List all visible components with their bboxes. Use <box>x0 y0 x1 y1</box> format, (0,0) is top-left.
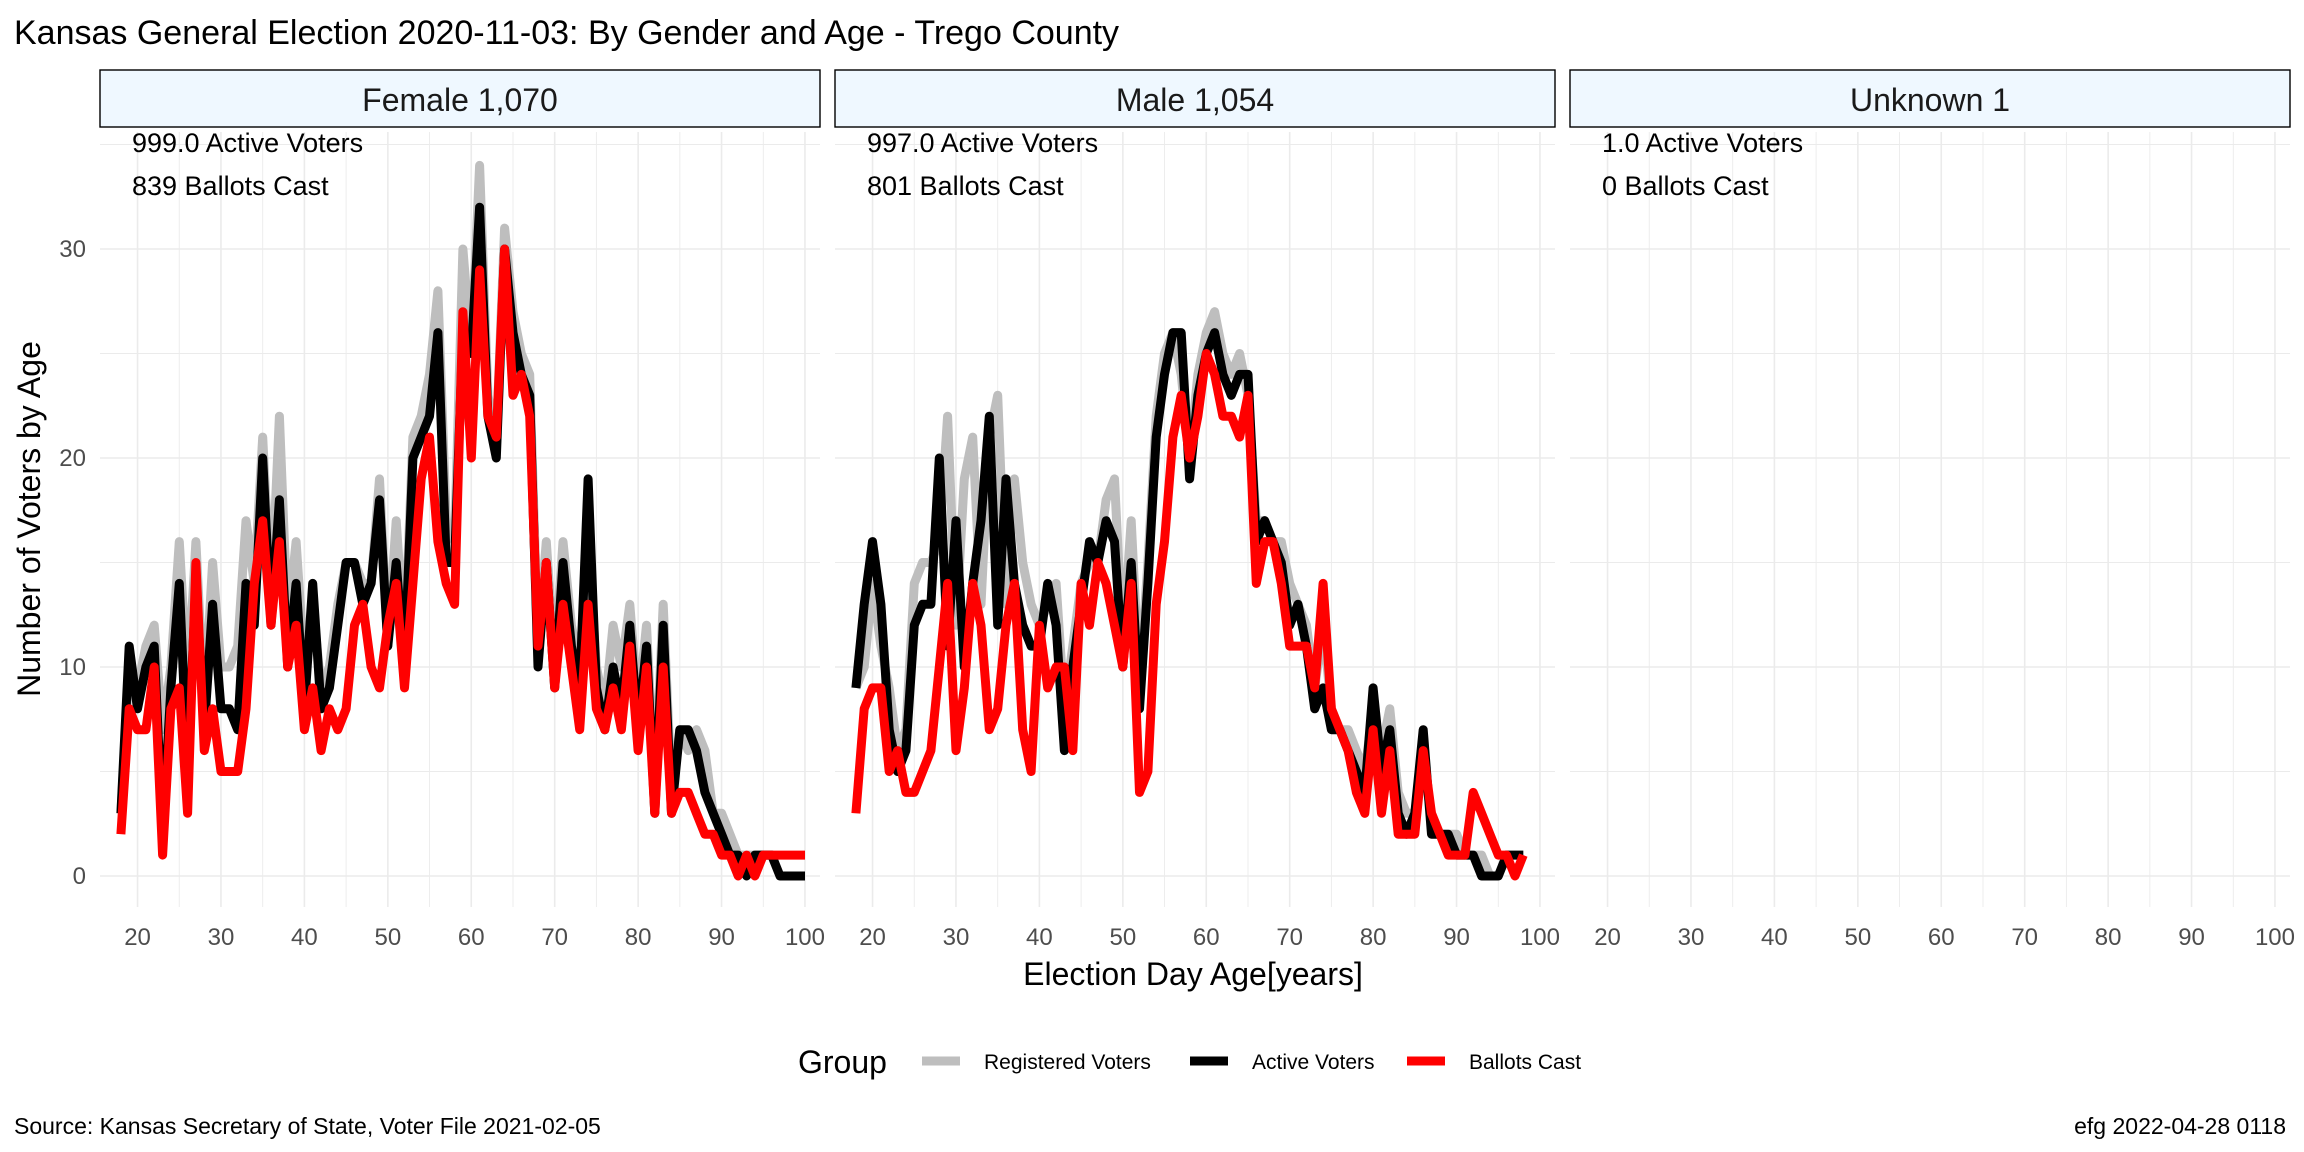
x-tick-label: 50 <box>374 924 401 951</box>
x-tick-label: 80 <box>2095 924 2122 951</box>
series-line-ballots-cast <box>851 349 1528 881</box>
panel-annotation-ballots: 801 Ballots Cast <box>867 171 1064 201</box>
panel-annotation-ballots: 0 Ballots Cast <box>1602 171 1769 201</box>
legend-title: Group <box>798 1044 887 1080</box>
x-tick-label: 70 <box>1276 924 1303 951</box>
x-tick-label: 30 <box>943 924 970 951</box>
panel-annotation-active: 997.0 Active Voters <box>867 128 1098 158</box>
x-tick-label: 80 <box>1360 924 1387 951</box>
axis-ticks: 20 30 40 50 60 70 80 90 100 20 30 40 50 60 70 80 90 100 20… <box>59 236 2295 951</box>
y-axis-label: Number of Voters by Age <box>11 341 47 697</box>
panel-strip <box>1569 69 2291 128</box>
x-tick-label: 90 <box>2178 924 2205 951</box>
panel-annotations: 999.0 Active Voters 839 Ballots Cast 997.0… <box>132 128 1803 201</box>
x-tick-label: 100 <box>1520 924 1560 951</box>
source-footer: Source: Kansas Secretary of State, Voter… <box>14 1113 601 1139</box>
x-tick-label: 20 <box>124 924 151 951</box>
x-tick-label: 50 <box>1109 924 1136 951</box>
chart-title: Kansas General Election 2020-11-03: By G… <box>14 14 1119 52</box>
panel-annotation-active: 999.0 Active Voters <box>132 128 363 158</box>
x-tick-label: 40 <box>1026 924 1053 951</box>
y-tick-label: 20 <box>59 445 86 472</box>
x-tick-label: 30 <box>1678 924 1705 951</box>
legend-label: Registered Voters <box>984 1051 1151 1074</box>
x-tick-label: 40 <box>291 924 318 951</box>
panel-strip <box>99 69 821 128</box>
y-tick-label: 0 <box>73 863 86 890</box>
grid-layer <box>100 132 2290 907</box>
x-tick-label: 50 <box>1844 924 1871 951</box>
legend: Group Registered Voters Active Voters Ball… <box>798 1044 1581 1080</box>
panel-annotation-ballots: 839 Ballots Cast <box>132 171 329 201</box>
panel-annotation-active: 1.0 Active Voters <box>1602 128 1803 158</box>
x-tick-label: 60 <box>1928 924 1955 951</box>
panel-strip <box>834 69 1556 128</box>
x-tick-label: 90 <box>708 924 735 951</box>
series-line-ballots-cast <box>116 244 805 881</box>
legend-label: Ballots Cast <box>1469 1051 1581 1074</box>
x-tick-label: 40 <box>1761 924 1788 951</box>
x-tick-label: 30 <box>208 924 235 951</box>
x-tick-label: 20 <box>1594 924 1621 951</box>
x-tick-label: 100 <box>785 924 825 951</box>
credit-footer: efg 2022-04-28 0118 <box>2074 1113 2286 1139</box>
panel-strip-label: Female 1,070 <box>362 82 558 118</box>
x-tick-label: 100 <box>2255 924 2295 951</box>
y-tick-label: 30 <box>59 236 86 263</box>
x-tick-label: 70 <box>2011 924 2038 951</box>
x-tick-label: 80 <box>625 924 652 951</box>
panel-strip-label: Unknown 1 <box>1850 82 2010 118</box>
x-axis-label: Election Day Age[years] <box>1023 956 1363 992</box>
x-tick-label: 60 <box>1193 924 1220 951</box>
y-tick-label: 10 <box>59 654 86 681</box>
panel-strips: Female 1,070 Male 1,054 Unknown 1 <box>99 69 2291 128</box>
x-tick-label: 20 <box>859 924 886 951</box>
x-tick-label: 90 <box>1443 924 1470 951</box>
x-tick-label: 70 <box>541 924 568 951</box>
series-lines <box>116 160 1528 881</box>
panel-strip-label: Male 1,054 <box>1116 82 1274 118</box>
x-tick-label: 60 <box>458 924 485 951</box>
legend-label: Active Voters <box>1252 1051 1375 1074</box>
